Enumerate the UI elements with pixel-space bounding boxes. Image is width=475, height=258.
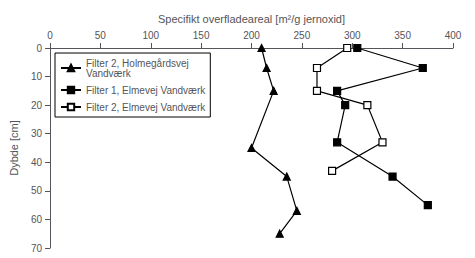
svg-text:300: 300: [344, 30, 361, 41]
svg-text:250: 250: [294, 30, 311, 41]
svg-text:100: 100: [142, 30, 159, 41]
svg-text:Filter 2, Holmegårdsvej: Filter 2, Holmegårdsvej: [86, 57, 189, 69]
svg-text:30: 30: [31, 128, 43, 139]
svg-text:Filter 2, Elmevej Vandværk: Filter 2, Elmevej Vandværk: [86, 102, 206, 113]
svg-text:0: 0: [36, 43, 42, 54]
svg-text:70: 70: [31, 243, 43, 254]
svg-text:Filter 1, Elmevej Vandværk: Filter 1, Elmevej Vandværk: [86, 85, 206, 96]
svg-text:60: 60: [31, 214, 43, 225]
svg-text:150: 150: [193, 30, 210, 41]
svg-text:350: 350: [394, 30, 411, 41]
svg-text:400: 400: [445, 30, 462, 41]
svg-text:50: 50: [31, 185, 43, 196]
svg-text:40: 40: [31, 157, 43, 168]
svg-text:50: 50: [95, 30, 107, 41]
svg-text:10: 10: [31, 71, 43, 82]
svg-text:Specifikt overfladeareal [m²/g: Specifikt overfladeareal [m²/g jernoxid]: [158, 13, 345, 25]
svg-text:Vandværk: Vandværk: [86, 68, 132, 79]
svg-text:200: 200: [243, 30, 260, 41]
svg-text:Dybde [cm]: Dybde [cm]: [8, 120, 20, 176]
svg-text:0: 0: [47, 30, 53, 41]
svg-text:20: 20: [31, 100, 43, 111]
